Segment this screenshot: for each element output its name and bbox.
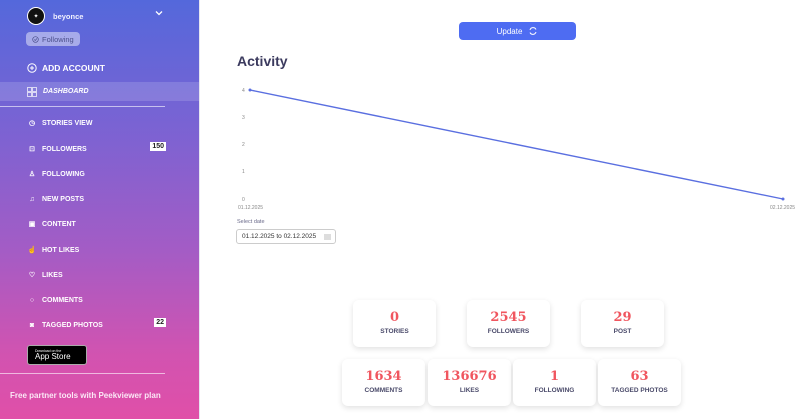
calendar-icon[interactable] — [324, 234, 331, 240]
followers-badge: 150 — [150, 142, 166, 151]
bell-icon: ♫ — [29, 195, 35, 203]
x-tick: 02.12.2025 — [770, 205, 795, 211]
add-account-button[interactable]: ADD ACCOUNT — [27, 63, 105, 73]
account-switcher[interactable]: ✦ beyonce — [27, 7, 83, 25]
plus-circle-icon — [27, 63, 37, 73]
app-store-button[interactable]: Download on the App Store — [27, 345, 87, 365]
clock-icon: ◷ — [28, 120, 36, 127]
select-date-label: Select date — [237, 219, 265, 225]
add-account-label: ADD ACCOUNT — [42, 63, 105, 73]
activity-chart: 4 3 2 1 0 01.12.2025 02.12.2025 — [238, 88, 795, 211]
followers-icon: ⊡ — [29, 146, 35, 153]
dashboard-icon — [27, 86, 37, 97]
sidebar-item-new-posts[interactable]: ♫ NEW POSTS — [27, 194, 166, 204]
avatar: ✦ — [27, 7, 45, 25]
account-name: beyonce — [53, 11, 84, 21]
stat-card-tagged-photos: 63 TAGGED PHOTOS — [598, 359, 681, 406]
stat-card-stories: 0 STORIES — [353, 300, 436, 347]
image-icon: ▣ — [28, 221, 36, 228]
sidebar-item-likes[interactable]: ♡ LIKES — [28, 271, 63, 280]
y-tick: 0 — [242, 197, 245, 203]
sidebar-item-hot-likes[interactable]: ☝ HOT LIKES — [27, 246, 80, 255]
y-tick: 1 — [242, 169, 245, 175]
refresh-icon — [529, 27, 537, 35]
check-circle-icon — [32, 35, 39, 43]
promo-text[interactable]: Free partner tools with Peekviewer plan — [10, 391, 161, 400]
sidebar-item-content[interactable]: ▣ CONTENT — [28, 220, 76, 229]
stat-card-following: 1 FOLLOWING — [513, 359, 596, 406]
sidebar: ✦ beyonce Following ADD ACCOUNT DASHBOAR… — [0, 0, 200, 419]
following-label: Following — [42, 34, 74, 44]
sidebar-item-comments[interactable]: ○ COMMENTS — [27, 295, 166, 305]
sidebar-item-followers[interactable]: ⊡ FOLLOWERS 150 — [27, 142, 166, 154]
y-tick: 4 — [242, 88, 245, 94]
x-tick: 01.12.2025 — [238, 205, 263, 211]
sidebar-item-tagged-photos[interactable]: ◙ TAGGED PHOTOS 22 — [27, 318, 166, 330]
stat-card-comments: 1634 COMMENTS — [342, 359, 425, 406]
user-icon: ♙ — [28, 171, 36, 178]
stat-card-followers: 2545 FOLLOWERS — [467, 300, 550, 347]
divider — [0, 106, 165, 107]
sidebar-item-following[interactable]: ♙ FOLLOWING — [28, 170, 85, 179]
date-range-input[interactable]: 01.12.2025 to 02.12.2025 — [236, 229, 336, 244]
sidebar-item-stories-view[interactable]: ◷ STORIES VIEW — [28, 119, 93, 128]
heart-icon: ♡ — [28, 272, 36, 279]
comment-icon: ○ — [29, 296, 35, 304]
stat-card-likes: 136676 LIKES — [428, 359, 511, 406]
thumbs-up-icon: ☝ — [27, 247, 37, 254]
dashboard-label: DASHBOARD — [43, 88, 89, 95]
y-tick: 3 — [242, 115, 245, 121]
sidebar-item-dashboard[interactable]: DASHBOARD — [0, 82, 199, 101]
y-tick: 2 — [242, 142, 245, 148]
divider — [0, 373, 165, 374]
update-button[interactable]: Update — [459, 22, 576, 40]
following-button[interactable]: Following — [26, 32, 80, 46]
tag-photo-icon: ◙ — [29, 321, 35, 329]
stat-card-post: 29 POST — [581, 300, 664, 347]
chevron-down-icon[interactable] — [155, 9, 163, 17]
tagged-badge: 22 — [154, 318, 166, 327]
page-title: Activity — [237, 53, 288, 69]
